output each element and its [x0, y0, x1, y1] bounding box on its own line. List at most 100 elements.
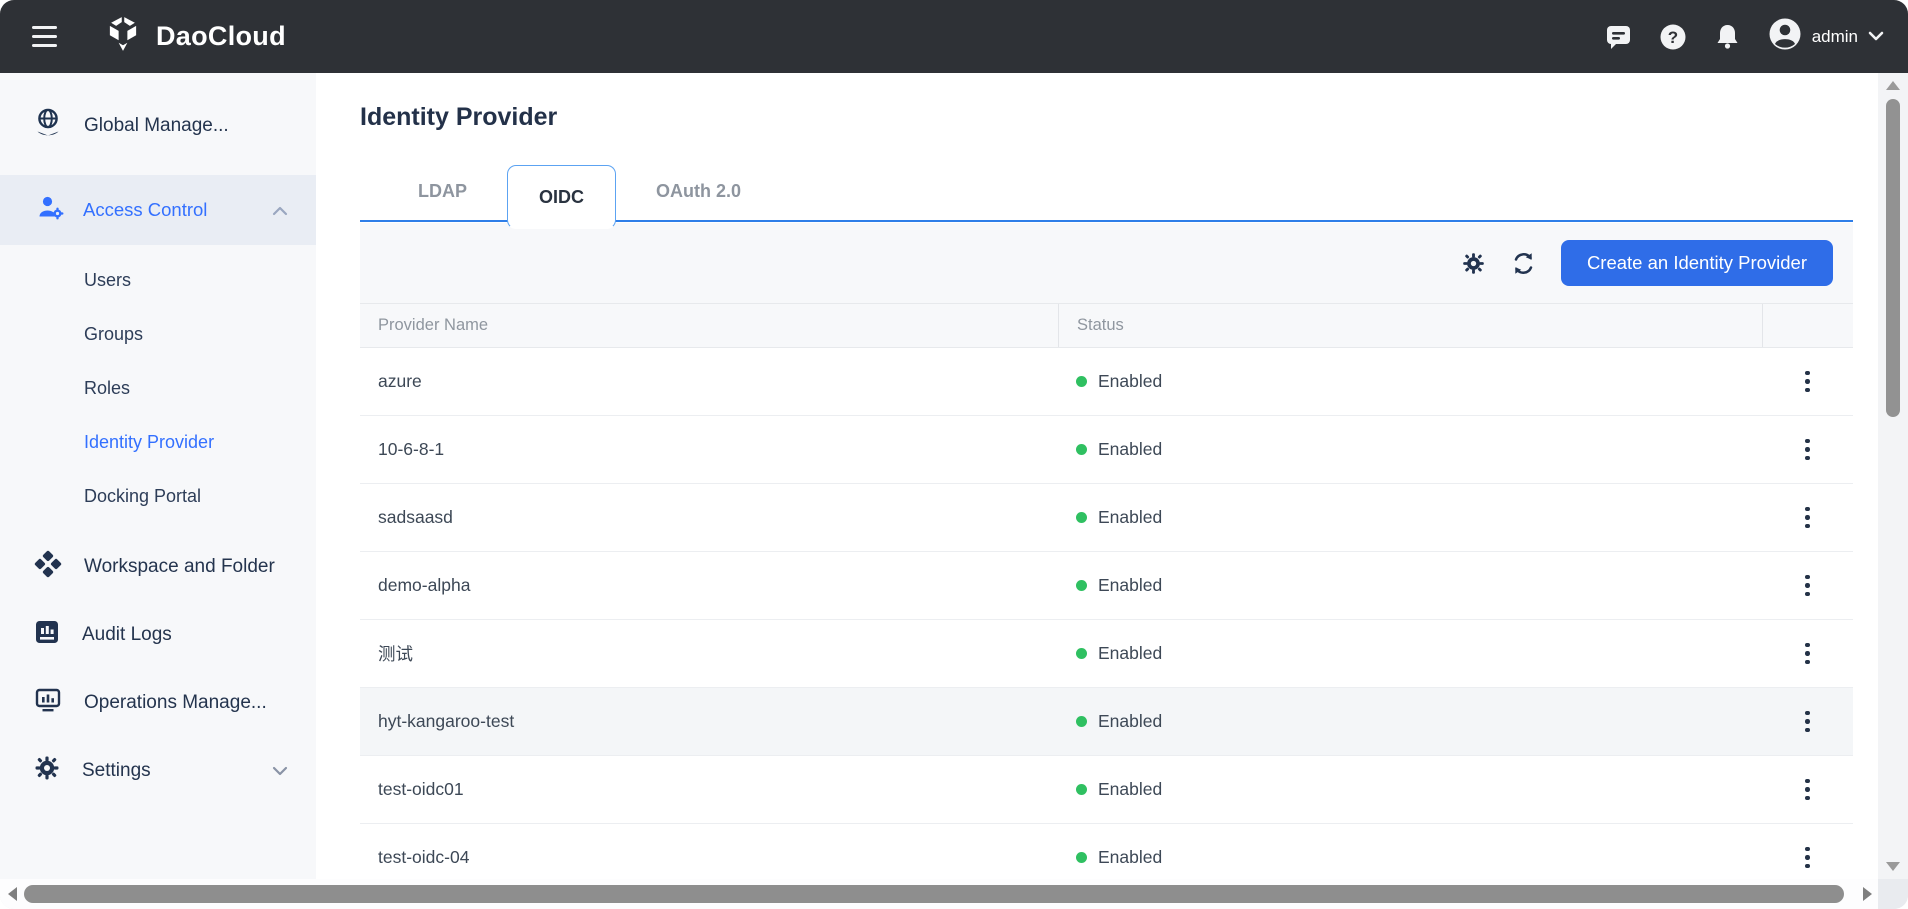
- kebab-menu-icon[interactable]: [1799, 433, 1816, 467]
- column-header-status: Status: [1058, 304, 1762, 347]
- table-row[interactable]: test-oidc01 Enabled: [360, 756, 1853, 824]
- refresh-icon[interactable]: [1510, 250, 1537, 277]
- tab-oidc[interactable]: OIDC: [507, 165, 616, 229]
- sidebar-item-global-management[interactable]: Global Manage...: [0, 93, 316, 159]
- brand-logo[interactable]: DaoCloud: [103, 14, 286, 59]
- table-row[interactable]: hyt-kangaroo-test Enabled: [360, 688, 1853, 756]
- status-dot-icon: [1076, 512, 1087, 523]
- status-dot-icon: [1076, 376, 1087, 387]
- vertical-scrollbar[interactable]: [1878, 73, 1908, 879]
- kebab-menu-icon[interactable]: [1799, 501, 1816, 535]
- vertical-scrollbar-thumb[interactable]: [1886, 99, 1900, 417]
- sidebar-item-users[interactable]: Users: [84, 269, 132, 290]
- status-cell: Enabled: [1058, 756, 1762, 823]
- kebab-menu-icon[interactable]: [1799, 637, 1816, 671]
- account-menu[interactable]: admin: [1768, 17, 1884, 56]
- scroll-right-arrow-icon[interactable]: [1863, 887, 1872, 901]
- provider-name-cell: test-oidc01: [378, 779, 464, 799]
- status-cell: Enabled: [1058, 824, 1762, 891]
- chevron-down-icon[interactable]: [272, 760, 288, 782]
- username-label: admin: [1811, 26, 1858, 46]
- actions-cell: [1762, 416, 1853, 483]
- avatar-icon: [1768, 17, 1802, 56]
- settings-gear-icon: [33, 754, 61, 788]
- sidebar-item-label: Operations Manage...: [84, 692, 267, 713]
- sidebar-item-groups[interactable]: Groups: [84, 323, 144, 344]
- top-bar: DaoCloud ?: [0, 0, 1908, 73]
- hamburger-menu-icon[interactable]: [32, 26, 57, 47]
- scroll-up-arrow-icon[interactable]: [1886, 81, 1900, 90]
- tab-bar: LDAP OIDC OAuth 2.0: [360, 165, 1853, 229]
- sidebar-groups: Workspace and Folder Audit Logs: [0, 533, 316, 805]
- svg-text:?: ?: [1667, 28, 1677, 47]
- status-cell: Enabled: [1058, 552, 1762, 619]
- sidebar-item-audit-logs[interactable]: Audit Logs: [0, 601, 316, 669]
- user-gear-icon: [37, 194, 64, 226]
- tab-oauth2[interactable]: OAuth 2.0: [656, 181, 742, 201]
- provider-name-cell: azure: [378, 371, 422, 391]
- sidebar-item-docking-portal[interactable]: Docking Portal: [84, 485, 202, 506]
- operations-icon: [33, 685, 63, 721]
- scrollbar-corner: [1878, 879, 1908, 909]
- table-row[interactable]: 测试 Enabled: [360, 620, 1853, 688]
- sidebar-item-label: Access Control: [83, 199, 208, 220]
- table-row[interactable]: demo-alpha Enabled: [360, 552, 1853, 620]
- actions-cell: [1762, 824, 1853, 891]
- provider-name-cell: demo-alpha: [378, 575, 471, 595]
- status-dot-icon: [1076, 580, 1087, 591]
- provider-name-cell: test-oidc-04: [378, 847, 470, 867]
- status-cell: Enabled: [1058, 416, 1762, 483]
- table-row[interactable]: 10-6-8-1 Enabled: [360, 416, 1853, 484]
- kebab-menu-icon[interactable]: [1799, 841, 1816, 875]
- scroll-left-arrow-icon[interactable]: [8, 887, 17, 901]
- status-label: Enabled: [1098, 371, 1163, 391]
- kebab-menu-icon[interactable]: [1799, 773, 1816, 807]
- provider-name-cell: hyt-kangaroo-test: [378, 711, 515, 731]
- actions-cell: [1762, 552, 1853, 619]
- status-label: Enabled: [1098, 643, 1163, 663]
- page-title: Identity Provider: [360, 103, 558, 131]
- chevron-up-icon[interactable]: [272, 199, 288, 221]
- sidebar-item-settings[interactable]: Settings: [0, 737, 316, 805]
- table-body: azure Enabled 10-6-8-1 Enabled sadsaasd …: [360, 348, 1853, 892]
- status-label: Enabled: [1098, 507, 1163, 527]
- kebab-menu-icon[interactable]: [1799, 705, 1816, 739]
- provider-name-cell: 10-6-8-1: [378, 439, 445, 459]
- help-icon[interactable]: ?: [1659, 23, 1687, 51]
- sidebar-item-operations-management[interactable]: Operations Manage...: [0, 669, 316, 737]
- horizontal-scrollbar[interactable]: [0, 879, 1878, 909]
- kebab-menu-icon[interactable]: [1799, 569, 1816, 603]
- provider-name-cell: 测试: [378, 644, 413, 664]
- sidebar-item-identity-provider[interactable]: Identity Provider: [84, 431, 215, 452]
- horizontal-scrollbar-thumb[interactable]: [24, 885, 1844, 903]
- provider-name-cell: sadsaasd: [378, 507, 453, 527]
- column-header-provider-name: Provider Name: [378, 316, 489, 334]
- status-label: Enabled: [1098, 575, 1163, 595]
- sidebar-item-workspace-and-folder[interactable]: Workspace and Folder: [0, 533, 316, 601]
- sidebar: Global Manage... Access Control: [0, 73, 316, 909]
- create-identity-provider-button[interactable]: Create an Identity Provider: [1560, 240, 1833, 286]
- status-label: Enabled: [1098, 779, 1163, 799]
- brand-name: DaoCloud: [156, 21, 286, 51]
- scroll-down-arrow-icon[interactable]: [1886, 862, 1900, 871]
- sidebar-item-label: Audit Logs: [82, 624, 172, 645]
- chat-icon[interactable]: [1605, 23, 1632, 50]
- table-header: Provider Name Status: [360, 303, 1853, 348]
- sidebar-item-roles[interactable]: Roles: [84, 377, 131, 398]
- actions-cell: [1762, 688, 1853, 755]
- actions-cell: [1762, 756, 1853, 823]
- table-toolbar: Create an Identity Provider: [360, 223, 1853, 303]
- sidebar-item-access-control[interactable]: Access Control: [0, 175, 316, 245]
- kebab-menu-icon[interactable]: [1799, 365, 1816, 399]
- tab-ldap[interactable]: LDAP: [418, 181, 467, 201]
- chevron-down-icon: [1868, 28, 1884, 46]
- table-row[interactable]: azure Enabled: [360, 348, 1853, 416]
- table-settings-gear-icon[interactable]: [1461, 251, 1486, 276]
- status-cell: Enabled: [1058, 620, 1762, 687]
- table-row[interactable]: sadsaasd Enabled: [360, 484, 1853, 552]
- bell-icon[interactable]: [1714, 23, 1741, 50]
- status-label: Enabled: [1098, 439, 1163, 459]
- workspace-icon: [33, 549, 63, 585]
- globe-icon: [33, 107, 63, 145]
